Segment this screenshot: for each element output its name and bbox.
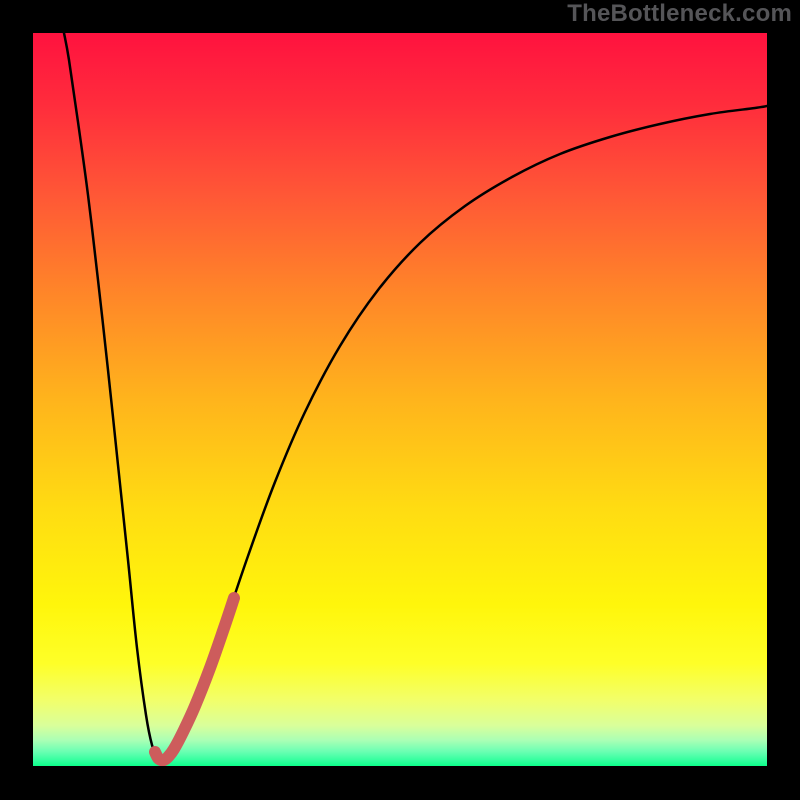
plot-background: [33, 33, 767, 766]
watermark-label: TheBottleneck.com: [567, 0, 792, 28]
chart-svg: [0, 0, 800, 800]
chart-frame: TheBottleneck.com: [0, 0, 800, 800]
